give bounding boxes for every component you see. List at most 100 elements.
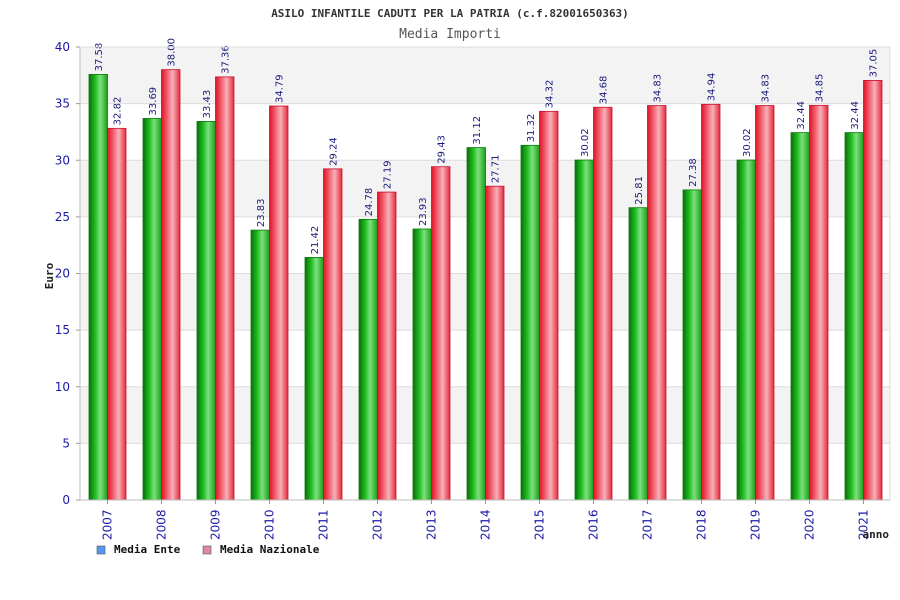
data-label: 21.42: [310, 226, 321, 255]
data-label: 34.79: [275, 74, 286, 103]
x-tick-label: 2012: [371, 509, 385, 540]
bar-media-nazionale-2013: [431, 166, 451, 501]
legend-swatch-media-ente: [96, 545, 106, 555]
x-tick-label: 2013: [425, 509, 439, 540]
bar-media-nazionale-2018: [701, 103, 721, 501]
y-tick-label: 20: [55, 267, 70, 281]
x-tick-label: 2009: [209, 509, 223, 540]
data-label: 32.44: [850, 101, 861, 130]
x-tick-label: 2020: [803, 509, 817, 540]
y-tick-label: 25: [55, 210, 70, 224]
y-tick-label: 15: [55, 323, 70, 337]
data-label: 24.78: [364, 188, 375, 217]
data-label: 27.71: [491, 155, 502, 184]
bar-media-ente-2021: [844, 132, 864, 501]
data-label: 31.32: [526, 114, 537, 143]
bar-media-nazionale-2019: [755, 105, 775, 501]
bar-media-ente-2019: [736, 159, 756, 501]
bar-media-ente-2016: [574, 159, 594, 501]
bar-media-nazionale-2012: [377, 191, 397, 501]
data-label: 34.32: [545, 80, 556, 109]
data-label: 33.69: [148, 87, 159, 116]
x-tick-label: 2014: [479, 509, 493, 540]
bar-media-ente-2011: [304, 257, 324, 501]
bar-media-ente-2010: [250, 229, 270, 501]
x-tick-label: 2018: [695, 509, 709, 540]
data-label: 30.02: [580, 128, 591, 157]
data-label: 29.24: [329, 137, 340, 166]
bar-media-ente-2012: [358, 218, 378, 501]
bar-media-nazionale-2011: [323, 168, 343, 501]
bar-media-nazionale-2007: [107, 127, 127, 501]
data-label: 33.43: [202, 90, 213, 119]
data-label: 37.58: [94, 43, 105, 72]
data-label: 32.44: [796, 101, 807, 130]
x-axis-label: anno: [863, 528, 890, 541]
bar-media-ente-2008: [142, 118, 162, 501]
bar-media-nazionale-2008: [161, 69, 181, 501]
data-label: 37.05: [869, 49, 880, 78]
grid-band: [80, 47, 890, 104]
x-tick-label: 2016: [587, 509, 601, 540]
bar-media-nazionale-2017: [647, 105, 667, 501]
data-label: 27.38: [688, 158, 699, 187]
data-label: 29.43: [437, 135, 448, 164]
data-label: 27.19: [383, 160, 394, 189]
y-tick-label: 30: [55, 153, 70, 167]
data-label: 34.94: [707, 73, 718, 102]
x-tick-label: 2017: [641, 509, 655, 540]
data-label: 25.81: [634, 176, 645, 205]
x-tick-label: 2010: [263, 509, 277, 540]
x-tick-label: 2007: [101, 509, 115, 540]
bar-media-ente-2009: [196, 121, 216, 501]
y-axis: 0 5 10 15 20 25 30 35 40: [55, 40, 891, 507]
data-label: 37.36: [221, 45, 232, 74]
x-tick-label: 2011: [317, 509, 331, 540]
bar-media-ente-2018: [682, 189, 702, 501]
bar-media-nazionale-2020: [809, 104, 829, 501]
data-label: 32.82: [113, 97, 124, 126]
data-label: 34.85: [815, 74, 826, 103]
chart-title: ASILO INFANTILE CADUTI PER LA PATRIA (c.…: [271, 7, 629, 20]
x-tick-label: 2019: [749, 509, 763, 540]
data-label: 34.83: [653, 74, 664, 103]
y-tick-label: 35: [55, 97, 70, 111]
data-label: 38.00: [167, 38, 178, 67]
y-tick-label: 40: [55, 40, 70, 54]
x-tick-label: 2021: [857, 509, 871, 540]
x-tick-label: 2008: [155, 509, 169, 540]
bar-media-ente-2017: [628, 207, 648, 501]
data-labels-group: 37.58 32.82 33.69 38.00 33.43 37.36 23.83 34.79…: [94, 38, 880, 254]
bars-group: [88, 69, 883, 501]
bar-media-nazionale-2016: [593, 106, 613, 501]
y-axis-label: Euro: [43, 262, 56, 289]
legend-swatch-media-nazionale: [202, 545, 212, 555]
bar-media-ente-2015: [520, 144, 540, 501]
y-tick-label: 5: [62, 436, 70, 450]
x-axis: 2007 2008 2009 2010 2011 2012 2013 2014 2015 2016…: [80, 499, 890, 540]
data-label: 30.02: [742, 128, 753, 157]
bar-media-ente-2007: [88, 74, 108, 501]
legend-label-media-nazionale: Media Nazionale: [220, 543, 320, 556]
bar-media-nazionale-2014: [485, 185, 505, 501]
data-label: 34.83: [761, 74, 772, 103]
bar-media-nazionale-2010: [269, 105, 289, 501]
data-label: 31.12: [472, 116, 483, 145]
y-tick-label: 0: [62, 493, 70, 507]
legend-label-media-ente: Media Ente: [114, 543, 181, 556]
bar-media-ente-2020: [790, 132, 810, 501]
data-label: 23.93: [418, 197, 429, 226]
bar-media-nazionale-2009: [215, 76, 235, 501]
x-tick-label: 2015: [533, 509, 547, 540]
bar-media-nazionale-2015: [539, 110, 559, 501]
legend: Media Ente Media Nazionale: [96, 543, 320, 556]
data-label: 34.68: [599, 76, 610, 105]
y-tick-label: 10: [55, 380, 70, 394]
chart-subtitle: Media Importi: [399, 27, 501, 42]
bar-media-nazionale-2021: [863, 80, 883, 501]
bar-media-ente-2013: [412, 228, 432, 501]
bar-media-ente-2014: [466, 147, 486, 501]
data-label: 23.83: [256, 198, 267, 227]
